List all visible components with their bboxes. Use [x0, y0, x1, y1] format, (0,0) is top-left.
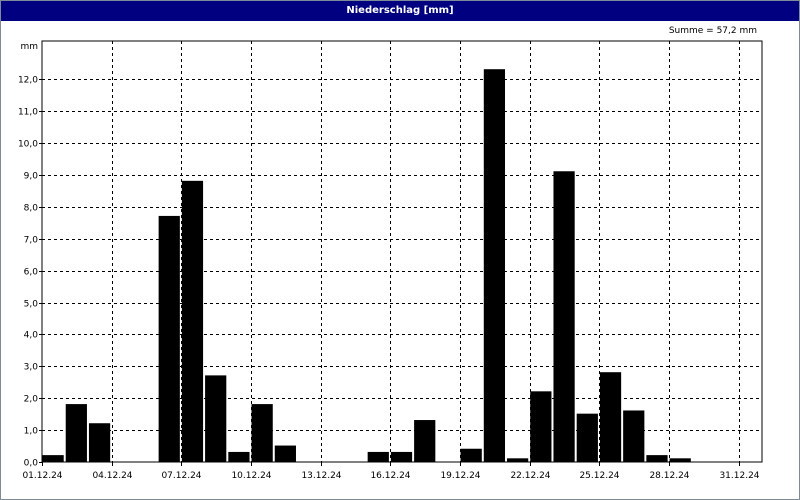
bar-03.12.24	[88, 423, 111, 463]
x-tick-label: 31.12.24	[719, 471, 759, 481]
bar-16.12.24	[390, 451, 413, 463]
y-tick-label: 12,0	[18, 76, 38, 86]
sum-label: Summe = 57,2 mm	[668, 26, 757, 36]
bar-11.12.24	[274, 445, 296, 463]
bar-23.12.24	[553, 171, 575, 463]
y-tick-label: 3,0	[24, 363, 39, 373]
bar-19.12.24	[460, 448, 482, 463]
bar-26.12.24	[623, 410, 645, 463]
bar-25.12.24	[599, 372, 622, 463]
bar-24.12.24	[576, 413, 598, 463]
x-tick-label: 01.12.24	[22, 471, 62, 481]
bar-20.12.24	[483, 69, 506, 463]
precipitation-bar-chart: 0,0 1,0 2,0 3,0 4,0 5,0 6,0 7,0 8,0 9,0 10,0 11,0 12…	[18, 40, 763, 481]
bar-02.12.24	[65, 404, 87, 463]
y-tick-label: 9,0	[24, 172, 39, 182]
x-tick-label: 22.12.24	[510, 471, 550, 481]
y-tick-label: 2,0	[24, 395, 39, 405]
y-axis-label: mm	[20, 42, 38, 52]
y-tick-label: 8,0	[24, 204, 39, 214]
y-tick-label: 0,0	[24, 459, 39, 469]
bar-06.12.24	[158, 215, 180, 463]
x-tick-label: 28.12.24	[649, 471, 689, 481]
bar-07.12.24	[181, 180, 204, 463]
y-tick-label: 10,0	[18, 140, 38, 150]
plot-border	[41, 40, 763, 463]
x-tick-label: 13.12.24	[301, 471, 341, 481]
x-tick-label: 25.12.24	[579, 471, 619, 481]
bar-01.12.24	[42, 455, 64, 463]
y-tick-label: 7,0	[24, 236, 39, 246]
bar-09.12.24	[228, 451, 250, 463]
bar-17.12.24	[414, 420, 436, 463]
y-tick-label: 1,0	[24, 427, 39, 437]
y-tick-label: 5,0	[24, 300, 39, 310]
bar-08.12.24	[205, 375, 227, 463]
x-tick-label: 10.12.24	[231, 471, 271, 481]
bar-10.12.24	[251, 404, 273, 463]
window-title: Niederschlag [mm]	[1, 1, 799, 21]
y-tick-label: 11,0	[18, 108, 38, 118]
bar-15.12.24	[367, 451, 389, 463]
bar-27.12.24	[646, 455, 668, 463]
y-tick-label: 4,0	[24, 331, 39, 341]
x-tick-label: 07.12.24	[161, 471, 201, 481]
bar-22.12.24	[530, 391, 552, 463]
x-tick-label: 04.12.24	[92, 471, 132, 481]
x-tick-label: 19.12.24	[440, 471, 480, 481]
x-tick-label: 16.12.24	[370, 471, 410, 481]
y-tick-label: 6,0	[24, 268, 39, 278]
